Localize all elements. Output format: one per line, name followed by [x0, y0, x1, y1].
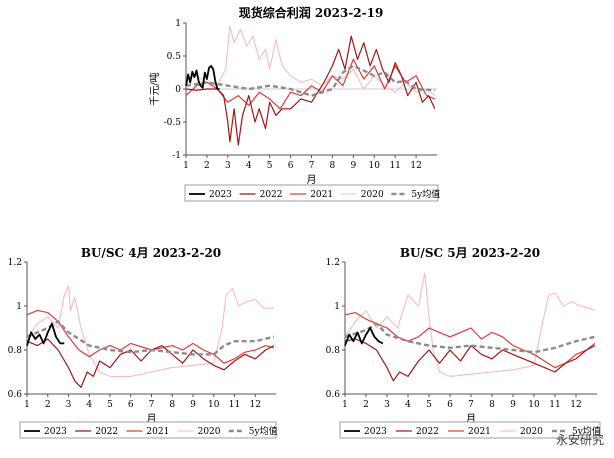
y-tick-label: 0.5	[167, 52, 182, 62]
x-tick-label: 1	[183, 161, 189, 171]
series-line-2021	[26, 309, 275, 364]
series-line-2020	[185, 25, 436, 97]
watermark: 永安研究	[555, 433, 604, 447]
y-tick-label: 1.2	[326, 258, 340, 268]
series-line-2021	[344, 312, 596, 369]
legend-label: 2021	[468, 427, 491, 437]
chart-1: BU/SC 4月 2023-2-200.60.811.21 2 3 4 5 6 7 8 9 10 1…	[8, 246, 278, 439]
x-tick-label: 6	[288, 161, 294, 171]
legend-label: 2020	[361, 190, 384, 200]
legend-label: 2023	[364, 427, 387, 437]
x-axis-label: 月	[147, 413, 157, 425]
x-tick-label: 4	[86, 400, 92, 410]
y-tick-label: 1	[334, 302, 340, 312]
series-line-5y均值	[344, 322, 596, 354]
chart-title: 现货综合利润 2023-2-19	[239, 5, 384, 20]
x-tick-label: 9	[190, 400, 196, 410]
y-tick-label: 0.8	[326, 346, 341, 356]
x-tick-label: 10	[369, 161, 381, 171]
x-tick-label: 10	[208, 400, 220, 410]
x-tick-label: 1	[342, 400, 348, 410]
x-tick-label: 10	[528, 400, 540, 410]
chart-title: BU/SC 4月 2023-2-20	[81, 246, 221, 260]
y-tick-label: 1.2	[8, 258, 22, 268]
legend-label: 2022	[416, 427, 439, 437]
x-tick-label: 3	[384, 400, 390, 410]
legend-label: 2021	[310, 190, 333, 200]
x-tick-label: 12	[410, 161, 421, 171]
legend-label: 5y均值	[249, 425, 278, 437]
chart-2: BU/SC 5月 2023-2-200.60.811.21 2 3 4 5 6 7 8 9 10 1…	[326, 246, 601, 439]
x-tick-label: 11	[389, 161, 400, 171]
legend-label: 2023	[209, 190, 232, 200]
x-tick-label: 2	[363, 400, 369, 410]
y-axis-label: 千元/吨	[148, 72, 161, 105]
chart-0: 现货综合利润 2023-2-19-1-0.500.511 2 3 4 5 6 7 8 9 10 11…	[148, 5, 440, 202]
x-tick-label: 11	[229, 400, 240, 410]
legend-box	[339, 421, 601, 439]
x-tick-label: 5	[267, 161, 273, 171]
x-tick-label: 12	[570, 400, 581, 410]
legend-box	[184, 184, 439, 202]
legend-label: 2022	[95, 427, 118, 437]
legend-box	[19, 421, 277, 439]
x-tick-label: 5	[107, 400, 113, 410]
x-axis-label: 月	[466, 413, 476, 425]
legend-label: 5y均值	[411, 188, 440, 200]
x-tick-label: 7	[309, 161, 315, 171]
x-tick-label: 6	[128, 400, 134, 410]
legend-label: 2021	[146, 427, 169, 437]
series-line-5y均值	[26, 320, 275, 356]
x-tick-label: 8	[330, 161, 336, 171]
x-tick-label: 7	[468, 400, 474, 410]
x-tick-label: 8	[169, 400, 175, 410]
legend: 2023 2022 2021 2020 5y均值	[339, 421, 601, 439]
series-line-2022	[185, 35, 436, 146]
y-tick-label: -0.5	[164, 118, 182, 128]
series-line-2020	[344, 272, 596, 377]
x-tick-label: 5	[426, 400, 432, 410]
x-tick-label: 9	[510, 400, 516, 410]
x-tick-label: 4	[405, 400, 411, 410]
y-tick-label: 1	[175, 19, 181, 29]
legend: 2023 2022 2021 2020 5y均值	[19, 421, 278, 439]
legend-label: 2022	[260, 190, 283, 200]
series-line-2022	[344, 338, 596, 382]
y-tick-label: -1	[172, 151, 181, 161]
x-tick-label: 6	[447, 400, 453, 410]
series-line-5y均值	[185, 64, 435, 97]
series-line-2023	[26, 322, 65, 346]
series-line-2020	[26, 285, 274, 377]
chart-title: BU/SC 5月 2023-2-20	[400, 246, 540, 260]
x-tick-label: 7	[149, 400, 155, 410]
legend: 2023 2022 2021 2020 5y均值	[184, 184, 440, 202]
x-tick-label: 4	[246, 161, 252, 171]
y-tick-label: 0	[175, 85, 181, 95]
x-tick-label: 11	[549, 400, 560, 410]
series-line-2023	[344, 327, 384, 346]
series-line-2022	[26, 338, 275, 388]
y-tick-label: 0.8	[8, 346, 23, 356]
legend-label: 5y均值	[572, 425, 601, 437]
x-tick-label: 2	[204, 161, 210, 171]
y-tick-label: 1	[16, 302, 22, 312]
series-line-2023	[185, 65, 220, 90]
legend-label: 2023	[44, 427, 67, 437]
y-tick-label: 0.6	[326, 390, 341, 400]
x-tick-label: 3	[225, 161, 231, 171]
x-tick-label: 12	[250, 400, 261, 410]
x-tick-label: 9	[350, 161, 356, 171]
x-tick-label: 1	[24, 400, 30, 410]
x-tick-label: 2	[45, 400, 51, 410]
x-tick-label: 3	[66, 400, 72, 410]
y-tick-label: 0.6	[8, 390, 23, 400]
legend-label: 2020	[520, 427, 543, 437]
x-tick-label: 8	[489, 400, 495, 410]
legend-label: 2020	[198, 427, 221, 437]
series-line-2021	[185, 58, 436, 110]
x-axis-label: 月	[307, 174, 317, 186]
